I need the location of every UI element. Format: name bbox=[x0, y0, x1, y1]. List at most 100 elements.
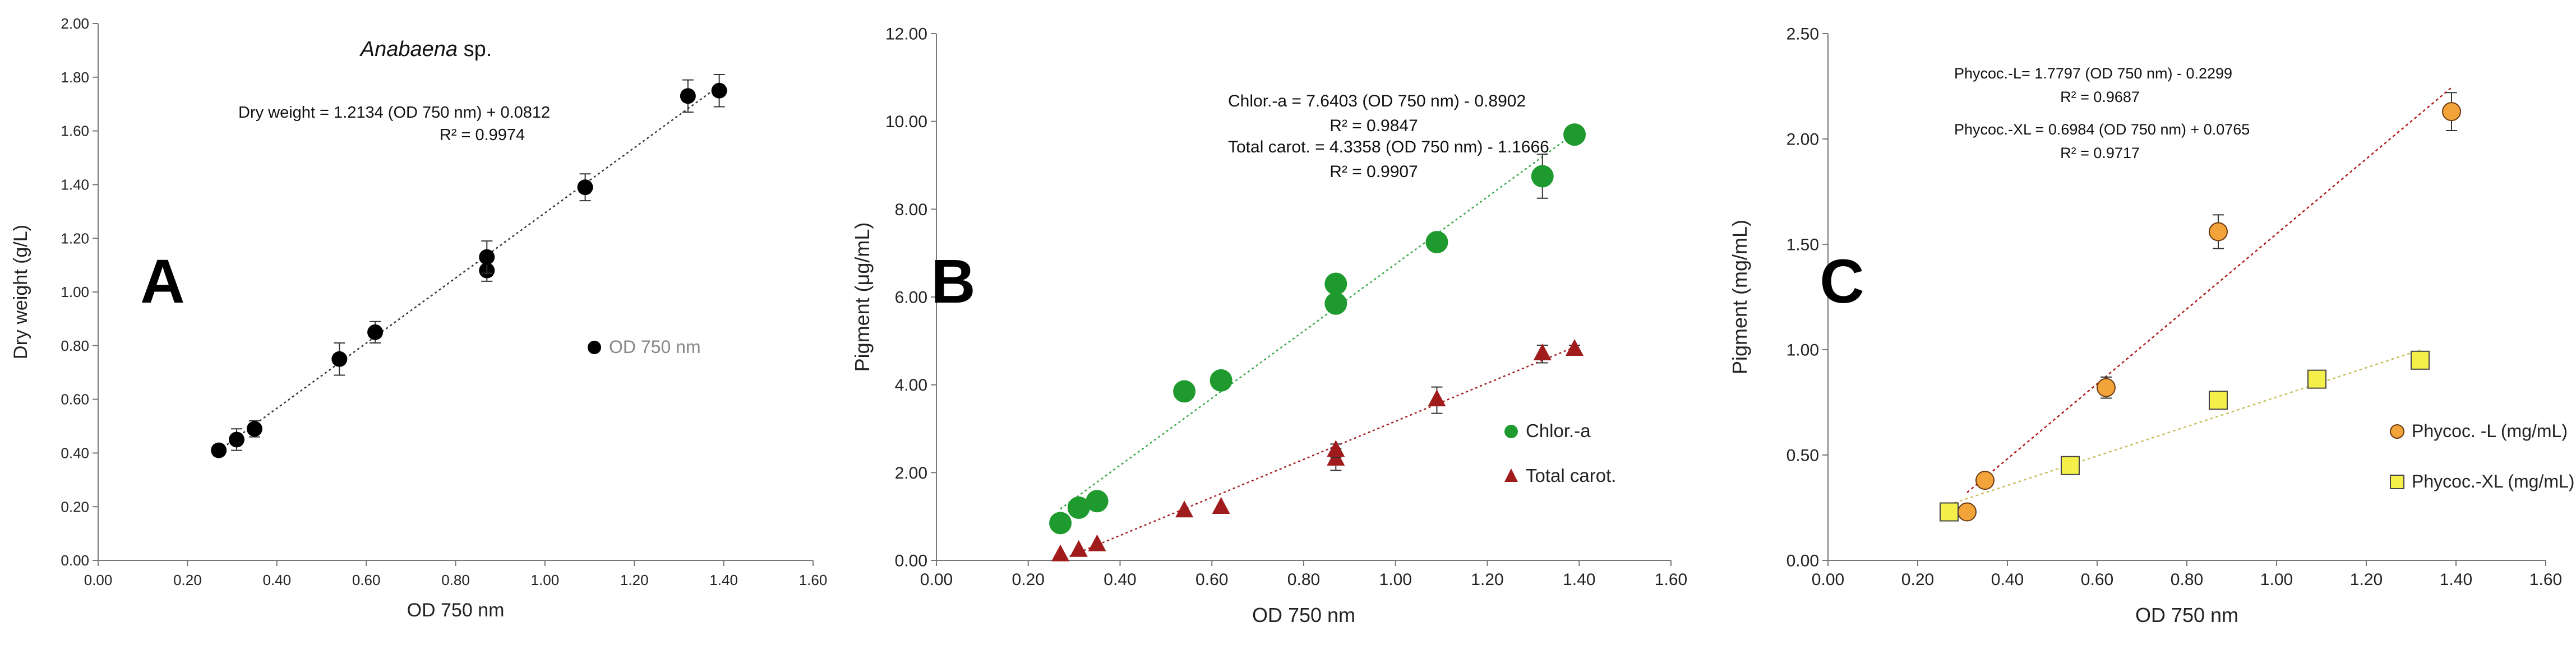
trendline-0 bbox=[1060, 132, 1575, 510]
data-point bbox=[1324, 292, 1347, 315]
series-0 bbox=[211, 74, 727, 458]
y-tick-label: 0.00 bbox=[895, 552, 927, 570]
x-tick-label: 1.20 bbox=[1471, 570, 1503, 589]
chart-a: 0.00 0.20 0.40 0.60 0.80 1.00 1.20 1.40 1.60 0.00… bbox=[10, 15, 828, 621]
y-tick-label: 1.40 bbox=[61, 177, 89, 193]
data-point bbox=[479, 249, 495, 265]
data-point bbox=[1975, 471, 1995, 490]
x-tick-label: 0.60 bbox=[1195, 570, 1228, 589]
data-point bbox=[1067, 496, 1090, 519]
chart-b: 0.00 0.20 0.40 0.60 0.80 1.00 1.20 1.40 1.60 0.00… bbox=[851, 25, 1687, 627]
data-point bbox=[711, 82, 727, 99]
y-tick-label: 0.20 bbox=[61, 498, 89, 515]
data-point bbox=[1958, 502, 1977, 522]
equation-line: Phycoc.-L= 1.7797 (OD 750 nm) - 0.2299 bbox=[1954, 65, 2232, 82]
y-tick-label: 6.00 bbox=[895, 289, 927, 307]
data-point bbox=[1175, 500, 1194, 518]
trendline-1 bbox=[1949, 349, 2421, 505]
x-tick-label: 0.20 bbox=[1012, 570, 1045, 589]
y-tick-label: 0.00 bbox=[1786, 552, 1819, 570]
panel-letter: C bbox=[1820, 247, 1864, 316]
series-0 bbox=[1958, 92, 2461, 522]
series-1 bbox=[1051, 339, 1584, 562]
y-tick-label: 12.00 bbox=[885, 25, 927, 44]
y-tick-label: 1.00 bbox=[1786, 341, 1819, 360]
x-tick-label: 1.40 bbox=[1563, 570, 1595, 589]
y-tick-label: 0.80 bbox=[61, 337, 89, 354]
x-tick-label: 0.60 bbox=[352, 572, 381, 588]
legend-label: Phycoc.-XL (mg/mL) bbox=[2412, 471, 2574, 491]
panel-a: 0.00 0.20 0.40 0.60 0.80 1.00 1.20 1.40 1.60 0.00… bbox=[0, 0, 841, 645]
panel-letter: A bbox=[140, 247, 184, 316]
r-squared-label: R² = 0.9847 bbox=[1329, 117, 1418, 135]
y-tick-label: 1.60 bbox=[61, 123, 89, 140]
x-tick-label: 0.80 bbox=[441, 572, 470, 588]
x-tick-label: 0.00 bbox=[1812, 570, 1844, 589]
data-point bbox=[2209, 391, 2228, 410]
y-axis-label: Pigment (μg/mL) bbox=[851, 222, 874, 372]
y-axis-label: Dry weight (g/L) bbox=[10, 225, 31, 359]
legend-marker bbox=[1504, 425, 1518, 438]
x-tick-label: 0.40 bbox=[1991, 570, 2024, 589]
y-tick-label: 2.00 bbox=[895, 464, 927, 482]
x-tick-label: 0.80 bbox=[1287, 570, 1320, 589]
data-point bbox=[1531, 165, 1554, 188]
equation-line: Dry weight = 1.2134 (OD 750 nm) + 0.0812 bbox=[238, 104, 550, 122]
panel-letter: B bbox=[931, 247, 975, 316]
data-point bbox=[1069, 540, 1088, 557]
trendline-0 bbox=[1966, 87, 2452, 493]
legend: OD 750 nm bbox=[588, 337, 701, 357]
data-point bbox=[211, 442, 227, 458]
x-tick-label: 1.60 bbox=[2529, 570, 2562, 589]
data-point bbox=[2411, 350, 2430, 370]
data-point bbox=[2307, 369, 2326, 389]
y-tick-label: 2.00 bbox=[61, 15, 89, 32]
data-point bbox=[1051, 544, 1070, 562]
data-point bbox=[1533, 343, 1552, 360]
legend-marker bbox=[588, 341, 601, 354]
panel-c: 0.00 0.20 0.40 0.60 0.80 1.00 1.20 1.40 1.60 0.00… bbox=[1716, 0, 2576, 645]
legend: Chlor.-a Total carot. bbox=[1504, 420, 1616, 486]
y-tick-label: 8.00 bbox=[895, 201, 927, 219]
data-point bbox=[1428, 389, 1446, 407]
legend: Phycoc. -L (mg/mL) Phycoc.-XL (mg/mL) bbox=[2390, 421, 2574, 491]
r-squared-label: R² = 0.9717 bbox=[2060, 145, 2140, 161]
x-axis-label: OD 750 nm bbox=[407, 600, 505, 621]
x-tick-label: 1.40 bbox=[709, 572, 738, 588]
y-tick-label: 10.00 bbox=[885, 113, 927, 131]
x-tick-label: 0.80 bbox=[2171, 570, 2203, 589]
x-tick-label: 1.00 bbox=[1379, 570, 1412, 589]
data-point bbox=[1212, 497, 1230, 514]
x-tick-label: 1.60 bbox=[799, 572, 828, 588]
data-point bbox=[1209, 369, 1232, 392]
legend-label: Chlor.-a bbox=[1526, 420, 1591, 441]
trendline-1 bbox=[1060, 346, 1575, 561]
y-tick-label: 2.00 bbox=[1786, 131, 1819, 149]
data-point bbox=[246, 421, 262, 437]
x-axis-label: OD 750 nm bbox=[2135, 604, 2238, 627]
y-axis-label: Pigment (mg/mL) bbox=[1728, 220, 1751, 374]
x-tick-label: 1.00 bbox=[531, 572, 560, 588]
legend-marker bbox=[2390, 424, 2404, 439]
x-tick-label: 0.00 bbox=[84, 572, 113, 588]
data-point bbox=[1563, 123, 1586, 146]
x-tick-label: 1.20 bbox=[2350, 570, 2383, 589]
x-tick-label: 1.60 bbox=[1655, 570, 1687, 589]
legend-label: Total carot. bbox=[1526, 465, 1616, 486]
x-tick-label: 0.00 bbox=[920, 570, 953, 589]
data-point bbox=[331, 351, 348, 367]
series-0 bbox=[1049, 123, 1586, 535]
data-point bbox=[1940, 502, 1959, 522]
x-tick-label: 1.40 bbox=[2440, 570, 2472, 589]
data-point bbox=[1327, 440, 1345, 457]
data-point bbox=[367, 324, 384, 340]
x-axis-label: OD 750 nm bbox=[1252, 604, 1355, 627]
data-point bbox=[1425, 231, 1448, 254]
y-tick-label: 1.00 bbox=[61, 284, 89, 300]
x-tick-label: 1.00 bbox=[2260, 570, 2293, 589]
data-point bbox=[577, 179, 593, 196]
data-point bbox=[1324, 272, 1347, 295]
x-tick-label: 0.40 bbox=[1104, 570, 1136, 589]
r-squared-label: R² = 0.9687 bbox=[2060, 89, 2140, 105]
chart-title-rest: sp. bbox=[458, 38, 492, 61]
